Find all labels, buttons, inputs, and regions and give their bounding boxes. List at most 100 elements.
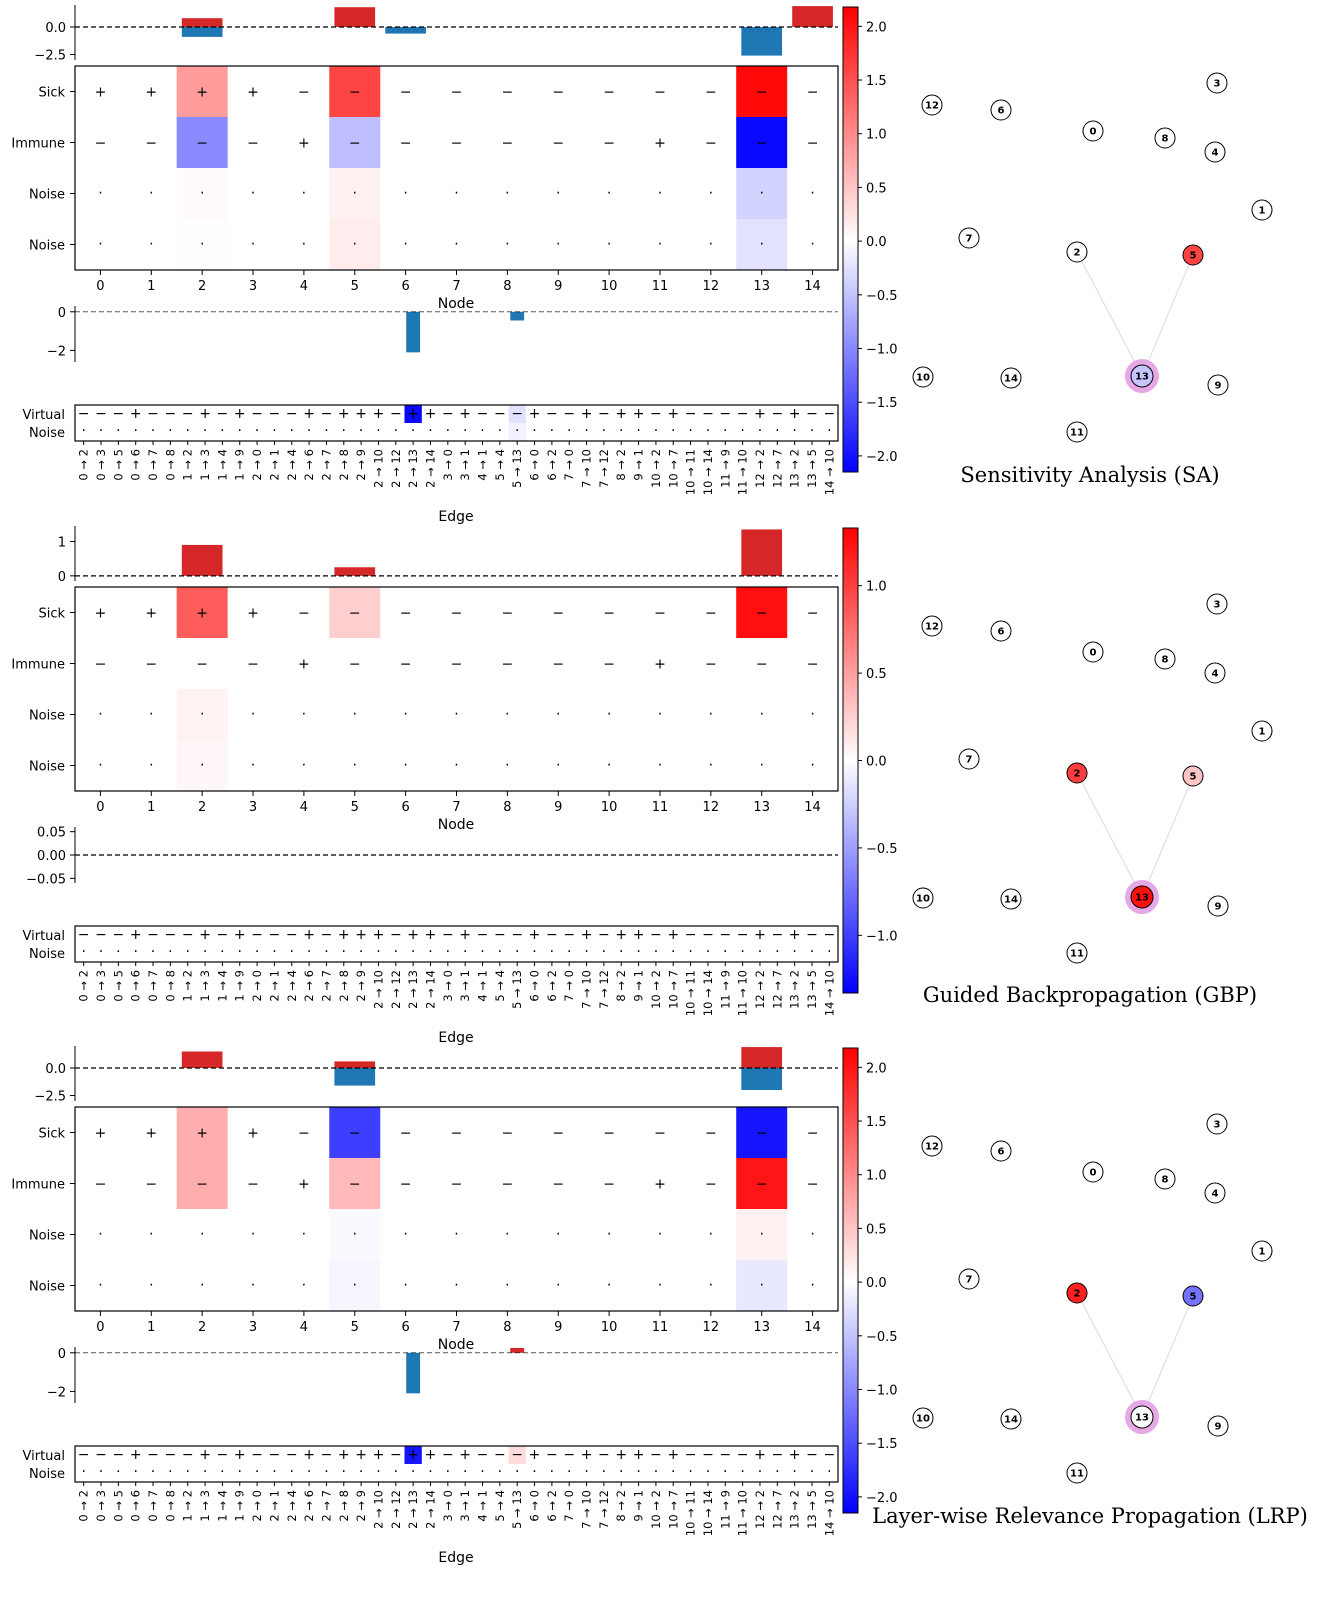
graph-edge	[1141, 254, 1194, 377]
virtual-symbol: +	[199, 927, 211, 943]
virtual-symbol: +	[789, 406, 801, 422]
sick-symbol: +	[247, 85, 259, 101]
noise-symbol: ·	[810, 758, 814, 774]
graph-node-label: 1	[1259, 727, 1266, 738]
noise-symbol: ·	[759, 1278, 763, 1294]
graph-edge	[1141, 1295, 1194, 1418]
immune-symbol: −	[400, 657, 412, 673]
noise-symbol: ·	[454, 758, 458, 774]
edge-noise-symbol: ·	[515, 1464, 519, 1480]
graph-node-label: 14	[1004, 374, 1018, 385]
edge-tick-label: 13 → 5	[805, 449, 819, 488]
noise-symbol: ·	[709, 1227, 713, 1243]
immune-symbol: −	[349, 1177, 361, 1193]
graph-node-label: 11	[1070, 428, 1084, 439]
node-tick-label: 14	[804, 1320, 821, 1335]
noise-symbol: ·	[251, 1227, 255, 1243]
virtual-symbol: +	[338, 406, 350, 422]
immune-symbol: −	[501, 136, 513, 152]
noise-symbol: ·	[200, 1227, 204, 1243]
edge-tick-label: 2 → 8	[337, 970, 351, 1002]
noise-symbol: ·	[607, 1227, 611, 1243]
edge-tick-label: 1 → 9	[233, 1490, 247, 1522]
edge-tick-label: 5 → 4	[493, 970, 507, 1002]
immune-symbol: −	[756, 1177, 768, 1193]
node-tick-label: 3	[249, 279, 257, 294]
edge-tick-label: 1 → 3	[198, 970, 212, 1002]
edge-noise-symbol: ·	[359, 944, 363, 960]
graph-node-label: 11	[1070, 1469, 1084, 1480]
graph-node-label: 6	[998, 627, 1005, 638]
node-tick-label: 0	[96, 1320, 104, 1335]
edge-noise-symbol: ·	[671, 1464, 675, 1480]
edge-tick-label: 10 → 11	[684, 970, 698, 1016]
virtual-symbol: −	[95, 1447, 107, 1463]
virtual-symbol: −	[147, 406, 159, 422]
edge-noise-symbol: ·	[775, 1464, 779, 1480]
virtual-symbol: +	[754, 406, 766, 422]
graph-edge	[1076, 251, 1143, 377]
virtual-symbol: −	[147, 1447, 159, 1463]
edge-tick-label: 5 → 13	[510, 449, 524, 488]
colorbar-tick-label: 0.5	[866, 1222, 887, 1237]
edge-noise-symbol: ·	[654, 944, 658, 960]
noise-symbol: ·	[353, 1278, 357, 1294]
edge-noise-symbol: ·	[255, 944, 259, 960]
edge-tick-label: 14 → 10	[822, 1490, 836, 1536]
virtual-symbol: −	[719, 406, 731, 422]
edge-tick-label: 2 → 14	[423, 1490, 437, 1529]
feature-row-label: Sick	[38, 86, 65, 101]
immune-symbol: −	[349, 136, 361, 152]
node-heatmap-cell	[736, 587, 788, 638]
edge-noise-symbol: ·	[619, 423, 623, 439]
virtual-symbol: −	[321, 1447, 333, 1463]
edge-tick-label: 2 → 10	[371, 1490, 385, 1529]
graph-node	[1204, 662, 1226, 684]
noise-symbol: ·	[98, 237, 102, 253]
edge-tick-label: 7 → 10	[580, 449, 594, 488]
edge-tick-label: 2 → 13	[406, 1490, 420, 1529]
virtual-symbol: −	[251, 927, 263, 943]
virtual-symbol: +	[303, 406, 315, 422]
sick-symbol: +	[196, 85, 208, 101]
virtual-symbol: −	[286, 927, 298, 943]
edge-noise-symbol: ·	[602, 1464, 606, 1480]
edge-tick-label: 2 → 9	[354, 970, 368, 1002]
noise-symbol: ·	[505, 186, 509, 202]
immune-symbol: −	[400, 1177, 412, 1193]
edge-noise-symbol: ·	[446, 423, 450, 439]
immune-symbol: −	[145, 657, 157, 673]
immune-symbol: −	[603, 136, 615, 152]
node-bar-y-tick-label: 1	[58, 535, 66, 550]
virtual-symbol: −	[251, 406, 263, 422]
edge-tick-label: 0 → 8	[163, 1490, 177, 1522]
feature-row-label: Immune	[11, 658, 65, 673]
virtual-symbol: −	[685, 1447, 697, 1463]
sick-symbol: +	[95, 1126, 107, 1142]
node-bar-positive	[792, 6, 833, 27]
noise-symbol: ·	[810, 237, 814, 253]
graph-edge	[1076, 1292, 1143, 1418]
virtual-symbol: +	[459, 406, 471, 422]
noise-symbol: ·	[200, 186, 204, 202]
node-tick-label: 6	[401, 1320, 409, 1335]
edge-tick-label: 7 → 0	[562, 1490, 576, 1522]
virtual-symbol: −	[737, 1447, 749, 1463]
edge-tick-label: 3 → 0	[441, 970, 455, 1002]
graph-edge	[1076, 772, 1143, 898]
graph-node-label: 2	[1074, 248, 1081, 259]
graph-node	[1066, 1462, 1088, 1484]
edge-noise-symbol: ·	[394, 1464, 398, 1480]
edge-heatmap-cell	[508, 405, 526, 423]
virtual-symbol: +	[615, 1447, 627, 1463]
noise-symbol: ·	[709, 758, 713, 774]
virtual-symbol: −	[286, 1447, 298, 1463]
edge-tick-label: 9 → 1	[632, 449, 646, 481]
immune-symbol: −	[807, 136, 819, 152]
edge-noise-symbol: ·	[394, 423, 398, 439]
edge-tick-label: 13 → 2	[788, 1490, 802, 1529]
colorbar-tick-label: 1.5	[866, 1115, 887, 1130]
edge-tick-label: 2 → 6	[302, 970, 316, 1002]
node-tick-label: 1	[147, 800, 155, 815]
